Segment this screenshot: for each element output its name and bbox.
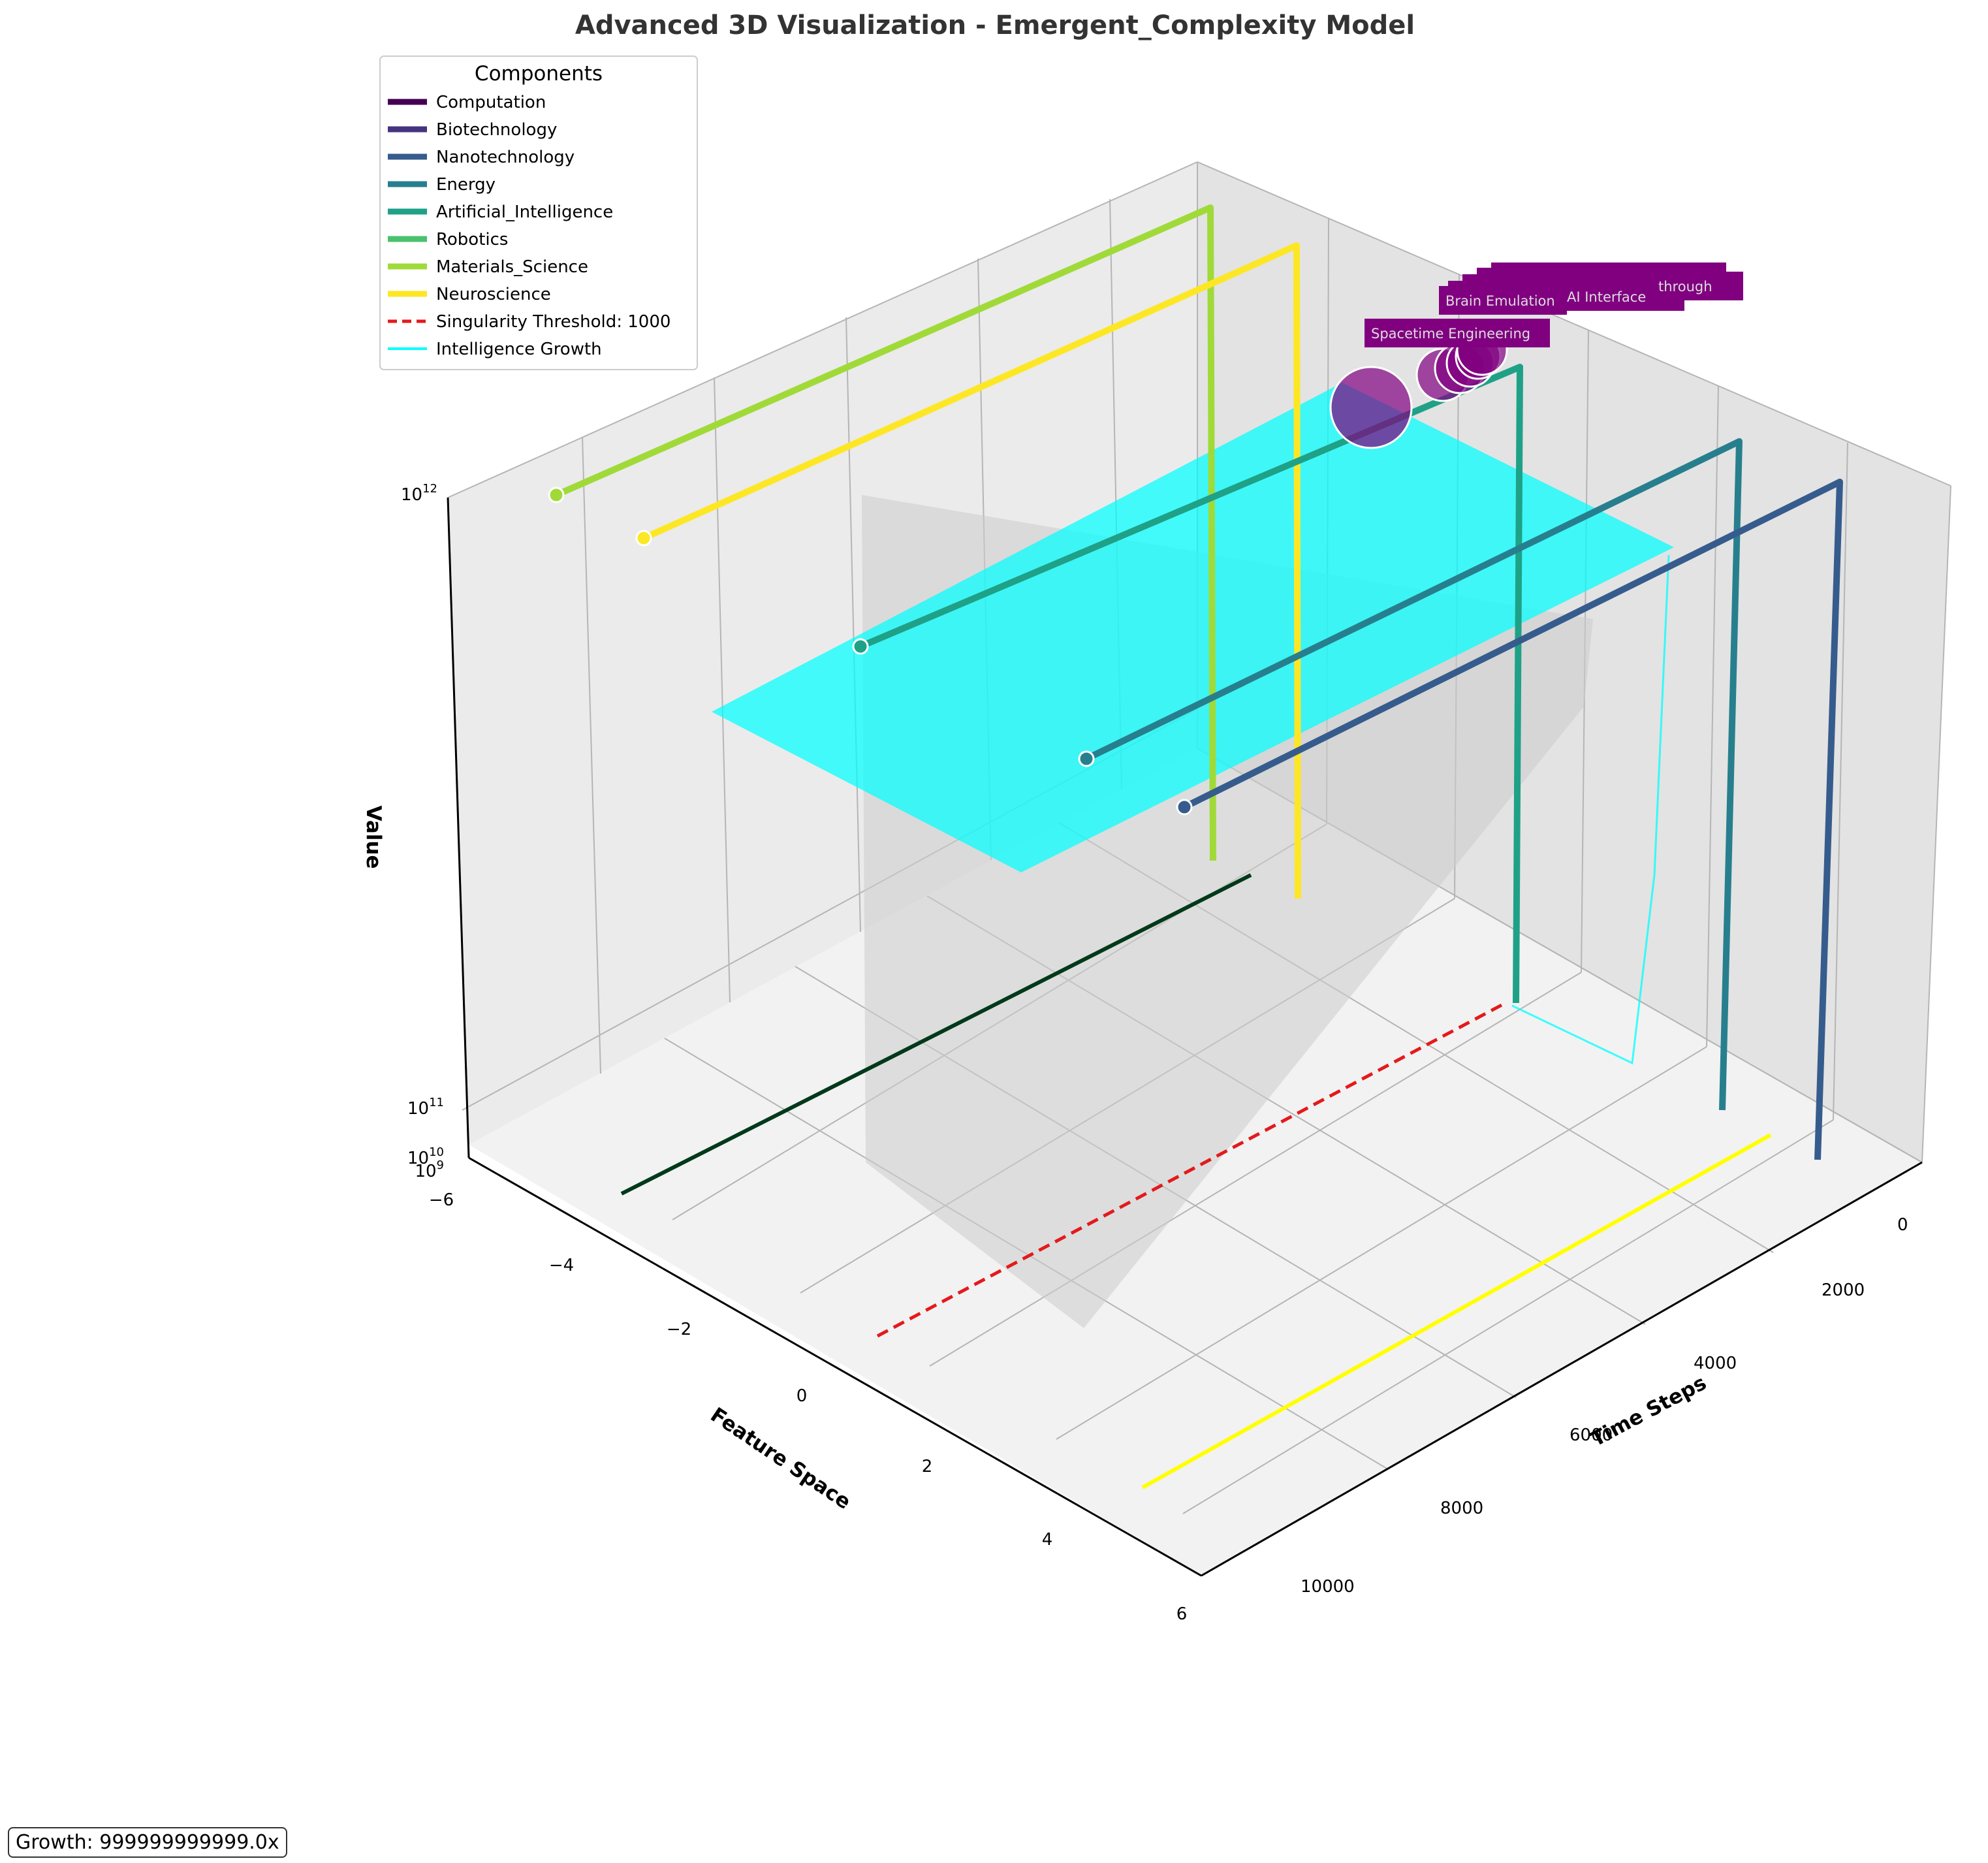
- x-tick-label: 6000: [1570, 1425, 1613, 1445]
- grid-line: [1197, 161, 1951, 486]
- grid-line: [582, 436, 601, 1074]
- series-line-neuroscience: [642, 242, 1301, 899]
- legend-label: Singularity Threshold: 1000: [436, 312, 671, 332]
- legend-label: Robotics: [436, 230, 508, 249]
- legend: Components Computation Biotechnology Nanot…: [379, 56, 698, 370]
- grid-line: [845, 317, 861, 932]
- x-tick-label: 2000: [1822, 1281, 1865, 1300]
- x-tick-labels: 0 2000 4000 6000 8000 10000: [1301, 1215, 1908, 1597]
- series-line-computation: [620, 873, 1252, 1196]
- z-tick-label: 1011: [407, 1096, 444, 1119]
- y-tick-labels: −6 −4 −2 0 2 4 6: [429, 1190, 1187, 1624]
- event-label-box: [1439, 286, 1567, 315]
- y-tick-label: 0: [797, 1386, 808, 1406]
- y-tick-label: 4: [1042, 1530, 1053, 1550]
- series-line-materials_science: [554, 204, 1216, 861]
- x-tick-label: 10000: [1301, 1577, 1355, 1597]
- grid-line: [1833, 442, 1848, 1121]
- z-axis-line: [447, 497, 470, 1158]
- singularity-threshold-line: [876, 1001, 1507, 1338]
- growth-annotation: Growth: 999999999999.0x: [8, 1827, 287, 1858]
- event-label: AI Interface: [1567, 289, 1646, 305]
- legend-label: Artificial_Intelligence: [436, 202, 613, 222]
- legend-title: Components: [475, 62, 603, 86]
- grid-line: [447, 161, 1198, 498]
- y-tick-label: 2: [922, 1457, 933, 1476]
- event-label: through: [1658, 279, 1712, 295]
- intelligence-plane: [712, 383, 1674, 872]
- grid-line: [1921, 485, 1951, 1163]
- y-axis-line: [468, 1156, 1202, 1577]
- floor-grid-line: [1182, 1119, 1834, 1514]
- x-tick-label: 0: [1897, 1215, 1908, 1235]
- series-lines: [548, 204, 1843, 1489]
- neuroscience-floor-line: [1141, 1133, 1772, 1489]
- legend-label: Computation: [436, 93, 546, 112]
- z-tick-label: 109: [415, 1158, 444, 1181]
- intelligence-growth-curve: [1511, 554, 1670, 1065]
- legend-label: Nanotechnology: [436, 148, 575, 167]
- series-start-marker: [852, 638, 869, 655]
- x-axis-label: Time Steps: [1587, 1371, 1711, 1452]
- series-start-marker: [635, 530, 652, 547]
- series-line-artificial_intelligence: [859, 364, 1523, 1004]
- x-tick-label: 4000: [1694, 1354, 1737, 1373]
- grid-line: [714, 377, 731, 1003]
- event-markers: Spacetime Engineering Brain Emulation AI I…: [1329, 263, 1743, 449]
- intelligence-surface: [712, 383, 1674, 1328]
- threshold-line: [876, 1001, 1507, 1338]
- series-start-marker: [1078, 750, 1095, 767]
- legend-label: Neuroscience: [436, 285, 551, 304]
- series-line-nanotechnology: [1182, 479, 1843, 1160]
- floor-grid-line: [1056, 1046, 1707, 1440]
- event-label: Brain Emulation: [1445, 293, 1555, 309]
- x-tick-label: 8000: [1440, 1499, 1483, 1518]
- y-tick-label: −2: [667, 1320, 691, 1339]
- legend-label: Materials_Science: [436, 257, 588, 277]
- series-start-marker: [1176, 799, 1193, 816]
- grid-line: [1706, 386, 1719, 1047]
- y-tick-label: −4: [549, 1256, 574, 1275]
- chart-title: Advanced 3D Visualization - Emergent_Com…: [575, 10, 1415, 40]
- y-axis-label: Feature Space: [706, 1403, 855, 1514]
- z-tick-label: 1010: [407, 1145, 444, 1168]
- event-label-box: [1652, 272, 1743, 300]
- y-tick-label: −6: [429, 1190, 454, 1210]
- series-start-marker: [548, 486, 565, 503]
- floor-grid-line: [929, 972, 1582, 1367]
- y-tick-label: 6: [1176, 1604, 1188, 1624]
- x-axis-line: [1201, 1161, 1923, 1577]
- event-label-box: [1365, 319, 1550, 347]
- legend-label: Intelligence Growth: [436, 340, 602, 359]
- event-bubble: [1329, 366, 1413, 449]
- z-axis-label: Value: [362, 806, 385, 869]
- event-label: Spacetime Engineering: [1371, 326, 1530, 342]
- legend-label: Energy: [436, 175, 496, 195]
- legend-label: Biotechnology: [436, 120, 557, 140]
- series-line-energy: [1084, 438, 1743, 1111]
- back-left-pane: [448, 162, 1197, 1145]
- z-tick-label: 1012: [401, 482, 437, 505]
